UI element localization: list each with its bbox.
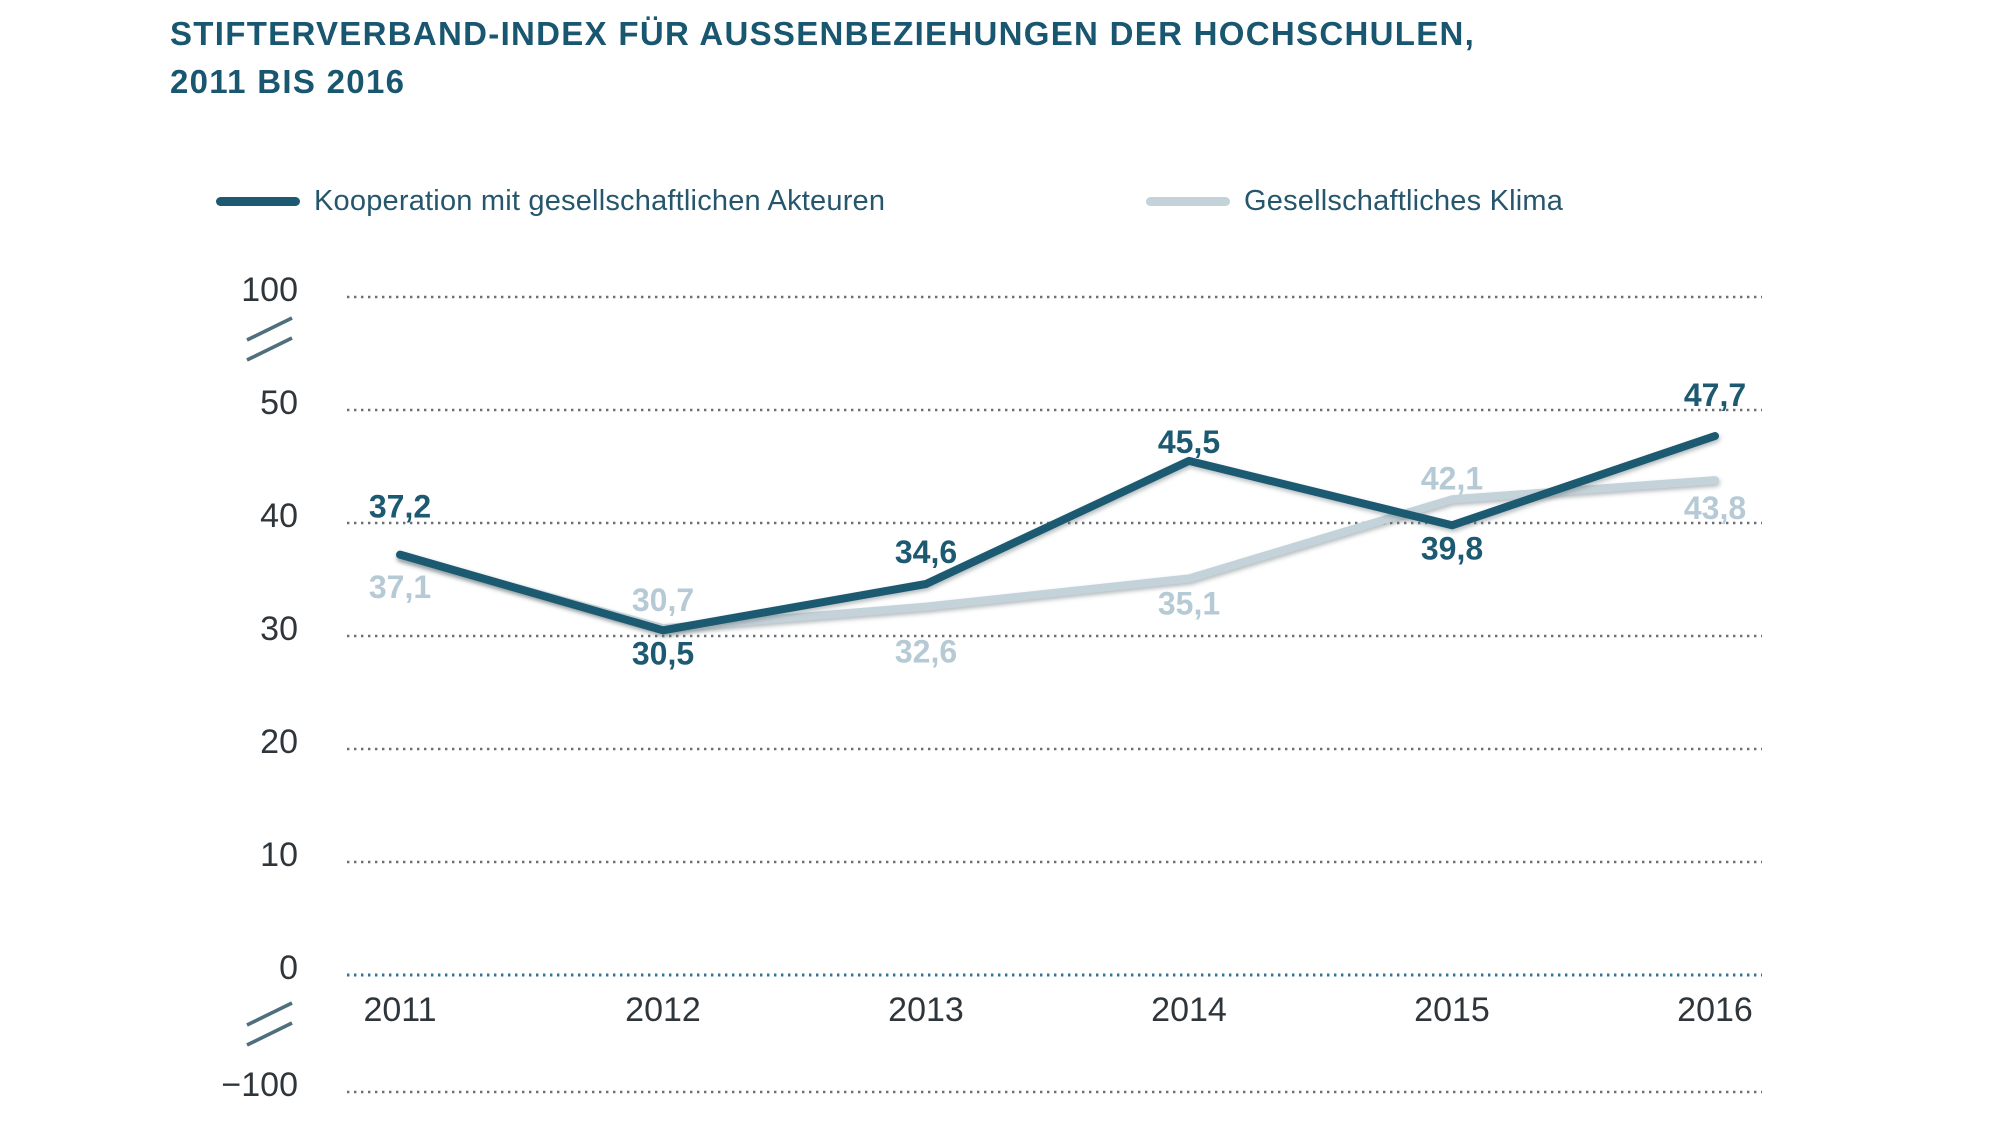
x-tick-label: 2011 bbox=[363, 991, 436, 1029]
axis-break-mark bbox=[246, 316, 293, 342]
data-label-klima: 30,7 bbox=[632, 582, 694, 618]
x-tick-label: 2014 bbox=[1151, 991, 1227, 1029]
axis-break-mark bbox=[246, 336, 293, 362]
data-label-klima: 37,1 bbox=[369, 569, 431, 605]
data-label-kooperation: 30,5 bbox=[632, 635, 694, 671]
data-label-klima: 43,8 bbox=[1684, 490, 1746, 526]
y-tick-label: 0 bbox=[279, 949, 298, 987]
y-tick-label: 20 bbox=[260, 723, 298, 761]
y-tick-label: 40 bbox=[260, 497, 298, 535]
chart-title-line2: 2011 BIS 2016 bbox=[170, 63, 406, 100]
legend-label-klima: Gesellschaftliches Klima bbox=[1244, 184, 1564, 217]
y-tick-label: 50 bbox=[260, 384, 298, 422]
y-tick-label: −100 bbox=[221, 1066, 298, 1104]
data-label-kooperation: 37,2 bbox=[369, 489, 431, 525]
data-label-klima: 35,1 bbox=[1158, 585, 1220, 621]
y-tick-label: 100 bbox=[241, 271, 298, 309]
data-label-kooperation: 39,8 bbox=[1421, 530, 1483, 566]
legend-swatch-kooperation bbox=[216, 196, 300, 206]
chart-title-line1: STIFTERVERBAND-INDEX FÜR AUSSENBEZIEHUNG… bbox=[170, 15, 1476, 52]
axis-break-mark bbox=[246, 1021, 293, 1047]
legend-label-kooperation: Kooperation mit gesellschaftlichen Akteu… bbox=[314, 184, 886, 217]
legend-item-klima: Gesellschaftliches Klima bbox=[1146, 184, 1563, 218]
axis-break-mark bbox=[246, 1001, 293, 1027]
data-label-kooperation: 34,6 bbox=[895, 534, 957, 570]
data-label-kooperation: 47,7 bbox=[1684, 377, 1746, 413]
series-line-kooperation bbox=[396, 432, 1719, 635]
chart-title: STIFTERVERBAND-INDEX FÜR AUSSENBEZIEHUNG… bbox=[170, 10, 1475, 106]
data-label-klima: 32,6 bbox=[895, 634, 957, 670]
data-label-kooperation: 45,5 bbox=[1158, 424, 1220, 460]
legend-swatch-klima bbox=[1146, 196, 1230, 206]
x-tick-label: 2015 bbox=[1414, 991, 1490, 1029]
y-tick-label: 10 bbox=[260, 836, 298, 874]
x-tick-label: 2016 bbox=[1677, 991, 1753, 1029]
data-label-klima: 42,1 bbox=[1421, 460, 1483, 496]
x-tick-label: 2013 bbox=[888, 991, 964, 1029]
x-tick-label: 2012 bbox=[625, 991, 701, 1029]
legend-item-kooperation: Kooperation mit gesellschaftlichen Akteu… bbox=[216, 184, 885, 218]
y-tick-label: 30 bbox=[260, 610, 298, 648]
